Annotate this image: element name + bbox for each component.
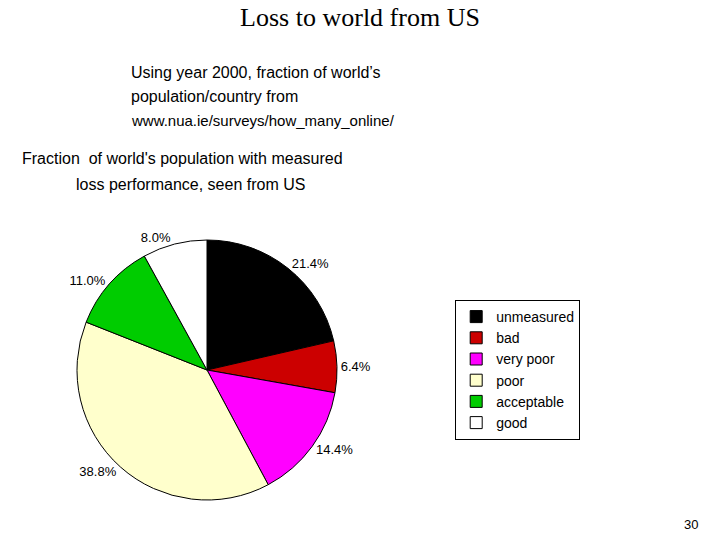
svg-text:www.nua.ie/surveys/how_many_on: www.nua.ie/surveys/how_many_online/ <box>131 112 395 129</box>
svg-text:14.4%: 14.4% <box>316 442 353 457</box>
svg-text:good: good <box>496 415 527 431</box>
svg-text:11.0%: 11.0% <box>69 273 105 288</box>
svg-text:Fraction of world's populatio: Fraction of world's population with meas… <box>22 150 343 167</box>
svg-text:unmeasured: unmeasured <box>496 309 574 325</box>
svg-text:21.4%: 21.4% <box>292 256 329 271</box>
svg-text:loss performance, seen from US: loss performance, seen from US <box>76 176 305 193</box>
svg-text:very poor: very poor <box>496 351 555 367</box>
svg-text:bad: bad <box>496 330 519 346</box>
svg-text:6.4%: 6.4% <box>341 359 371 374</box>
svg-text:population/country from: population/country from <box>131 88 298 105</box>
svg-text:poor: poor <box>496 373 524 389</box>
svg-text:acceptable: acceptable <box>496 394 564 410</box>
svg-text:30: 30 <box>684 517 698 532</box>
svg-text:Loss to world from US: Loss to world from US <box>240 3 480 32</box>
svg-text:Using year 2000, fraction of w: Using year 2000, fraction of world’s <box>131 64 381 81</box>
svg-text:38.8%: 38.8% <box>79 464 116 479</box>
svg-text:8.0%: 8.0% <box>141 230 171 245</box>
